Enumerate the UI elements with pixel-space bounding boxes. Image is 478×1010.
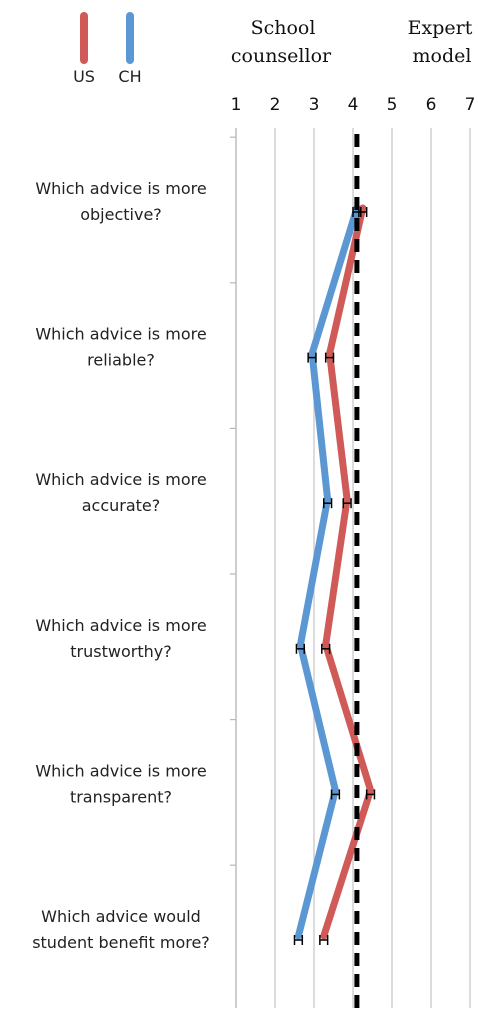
x-tick-labels: 1 2 3 4 5 6 7	[231, 95, 476, 115]
error-bar-us-5	[365, 789, 376, 800]
error-bar-ch-4	[295, 643, 305, 654]
x-tick-label-3: 3	[309, 95, 320, 115]
x-tick-label-7: 7	[465, 95, 476, 115]
category-label-4-line-1: Which advice is more	[35, 616, 206, 635]
anchor-left-line2: counsellor	[231, 45, 332, 67]
x-tick-label-6: 6	[426, 95, 437, 115]
category-label-5-line-1: Which advice is more	[35, 761, 206, 780]
legend-label-us: US	[73, 67, 95, 86]
x-tick-label-1: 1	[231, 95, 242, 115]
error-bar-ch-3	[323, 498, 333, 509]
error-bars	[293, 207, 376, 945]
legend: US CH	[73, 12, 142, 86]
error-bar-ch-5	[330, 789, 341, 800]
error-bar-us-3	[342, 498, 352, 509]
category-label-4-line-2: trustworthy?	[70, 642, 171, 661]
category-label-2-line-2: reliable?	[87, 351, 155, 370]
series-line-us	[320, 204, 375, 940]
error-bar-us-4	[321, 643, 331, 654]
category-label-2-line-1: Which advice is more	[35, 325, 206, 344]
category-label-1-line-2: objective?	[80, 205, 162, 224]
error-bar-ch-2	[307, 352, 317, 363]
error-bar-ch-6	[293, 935, 304, 945]
legend-label-ch: CH	[118, 67, 141, 86]
anchor-left-line1: School	[251, 17, 316, 39]
x-tick-label-2: 2	[270, 95, 281, 115]
category-labels: Which advice is more objective? Which advi…	[32, 179, 210, 952]
x-tick-label-4: 4	[348, 95, 359, 115]
series-lines	[294, 204, 375, 940]
series-line-ch	[294, 204, 361, 940]
error-bar-us-6	[319, 935, 329, 945]
category-label-3-line-1: Which advice is more	[35, 470, 206, 489]
x-tick-label-5: 5	[387, 95, 398, 115]
category-label-6-line-1: Which advice would	[41, 907, 201, 926]
error-bar-ch-1	[352, 207, 362, 217]
category-label-1-line-1: Which advice is more	[35, 179, 206, 198]
category-label-6-line-2: student benefit more?	[32, 933, 210, 952]
anchor-right-line2: model	[413, 45, 472, 67]
category-label-3-line-2: accurate?	[82, 496, 161, 515]
error-bar-us-2	[324, 352, 335, 363]
category-label-5-line-2: transparent?	[70, 787, 172, 806]
anchor-right-line1: Expert	[408, 17, 473, 39]
